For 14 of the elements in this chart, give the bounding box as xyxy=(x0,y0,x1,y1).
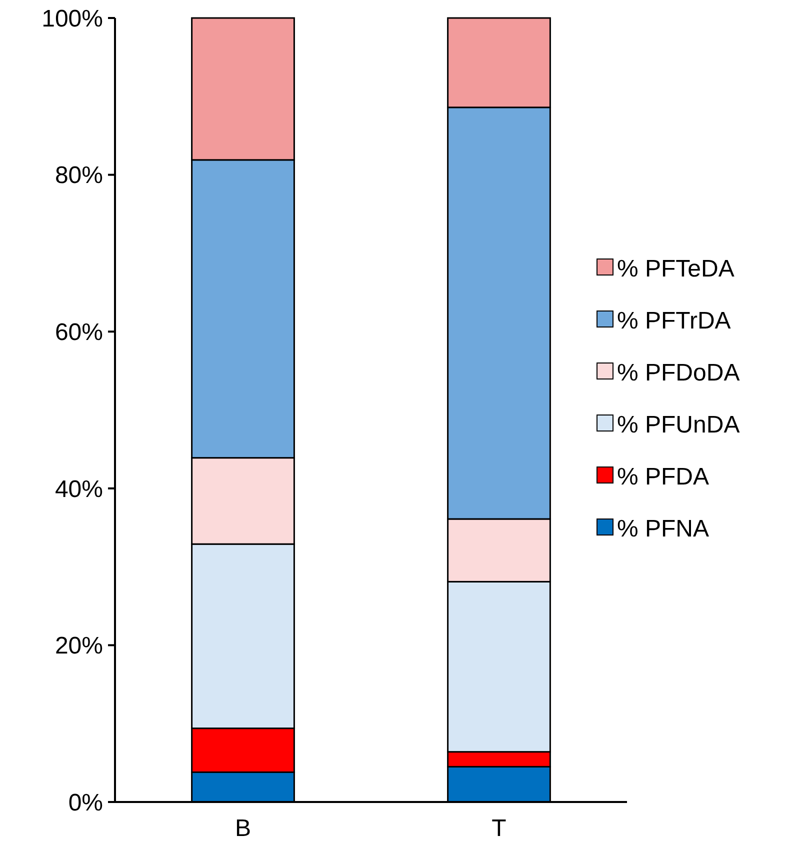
legend-label: % PFTrDA xyxy=(617,307,731,334)
legend-label: % PFTeDA xyxy=(617,255,734,282)
y-tick-label: 80% xyxy=(54,162,103,190)
y-tick-label: 40% xyxy=(54,476,103,503)
y-tick-label: 60% xyxy=(54,319,103,346)
y-tick-label: 20% xyxy=(54,632,103,660)
y-tick-label: 100% xyxy=(42,5,103,32)
legend-label: % PFNA xyxy=(617,515,710,542)
x-tick-label: T xyxy=(492,815,507,842)
x-tick-label: B xyxy=(234,815,252,842)
legend-label: % PFUnDA xyxy=(617,411,740,438)
legend-label: % PFDoDA xyxy=(617,359,740,386)
legend-label: % PFDA xyxy=(617,463,710,490)
y-tick-label: 0% xyxy=(68,789,103,816)
